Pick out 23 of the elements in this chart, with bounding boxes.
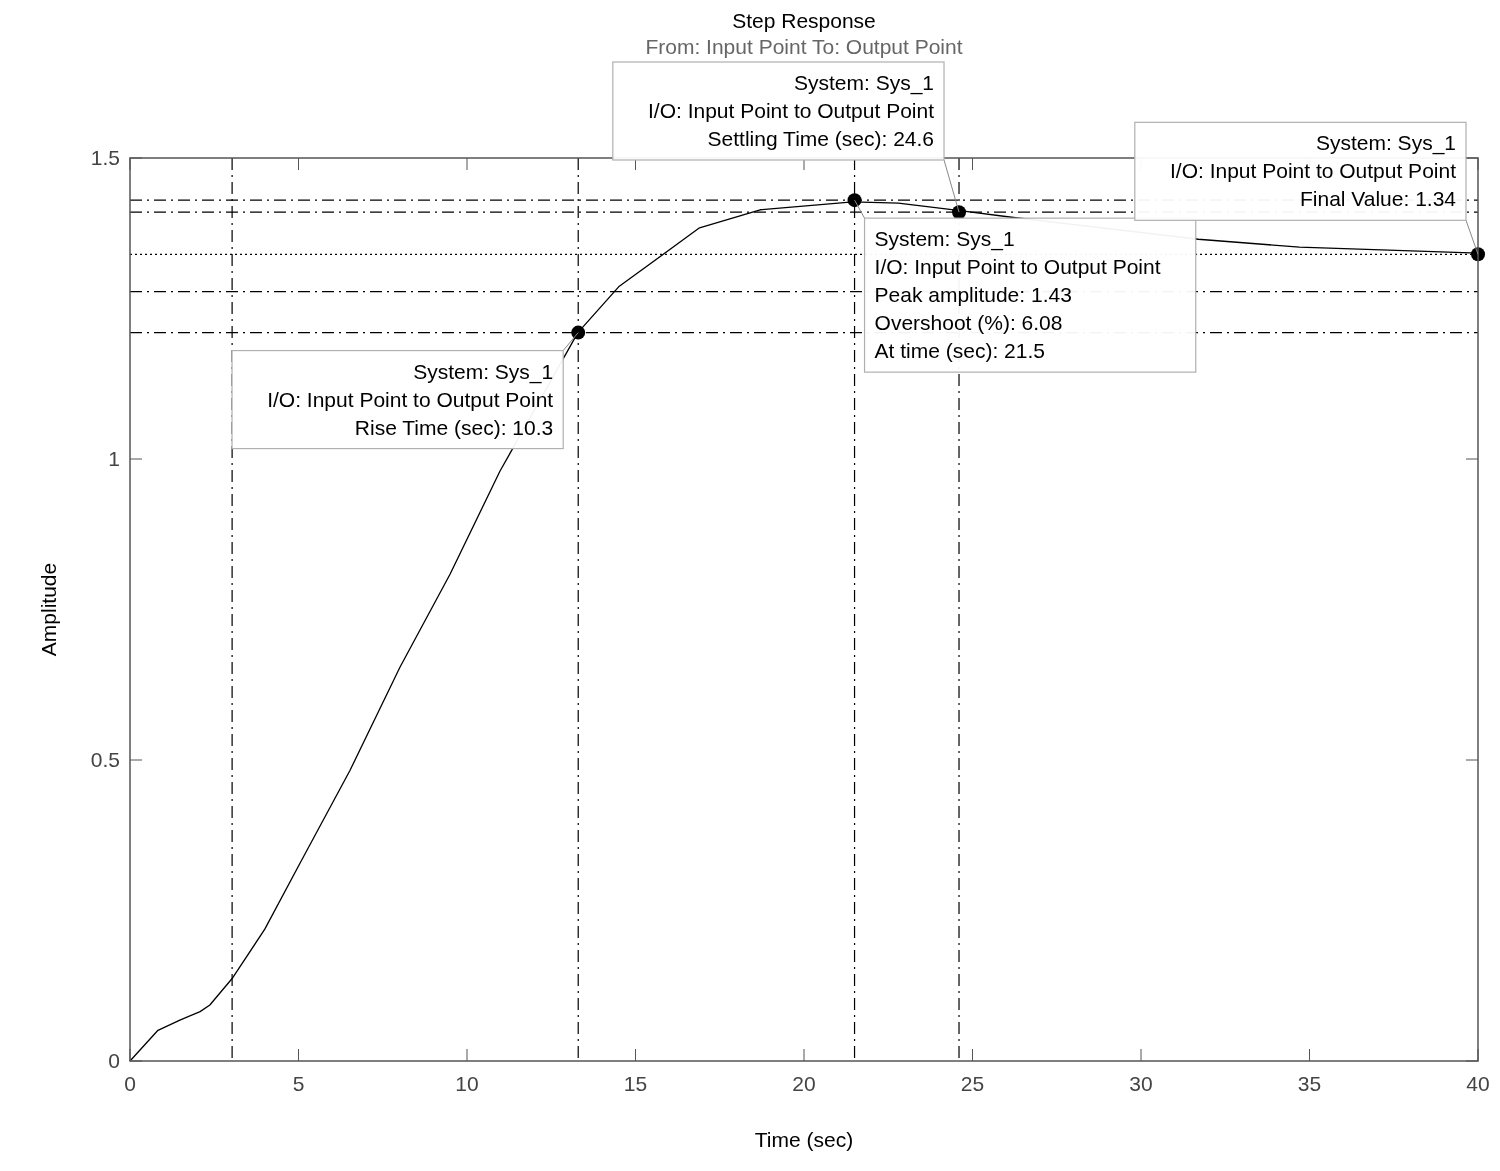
x-tick-label: 20 xyxy=(792,1072,816,1095)
x-tick-label: 10 xyxy=(455,1072,479,1095)
annotation: System: Sys_1 I/O: Input Point to Output Point Rise Time (sec): 10.3 xyxy=(267,359,554,439)
x-tick-label: 35 xyxy=(1297,1072,1322,1095)
point xyxy=(571,325,586,340)
chart-subtitle: From: Input Point To: Output Point xyxy=(645,35,963,58)
y-axis-title: Amplitude xyxy=(37,562,60,657)
x-axis-title: Time (sec) xyxy=(754,1128,854,1151)
x-tick-label: 40 xyxy=(1466,1072,1490,1095)
y-tick-label: 0 xyxy=(108,1049,120,1072)
x-tick-label: 5 xyxy=(292,1072,305,1095)
y-tick-label: 1.5 xyxy=(90,146,120,169)
x-tick-label: 0 xyxy=(124,1072,136,1095)
annotation: System: Sys_1 I/O: Input Point to Output Point Settling Time (sec): 24.6 xyxy=(648,71,935,150)
y-tick-label: 0.5 xyxy=(90,748,120,771)
point xyxy=(847,193,862,208)
annotation: System: Sys_1 I/O: Input Point to Output Point Peak amplitude: 1.43 Overshoot (%): 6.08 At time (sec): 21.5 xyxy=(874,227,1161,363)
chart-title: Step Response xyxy=(732,9,876,32)
x-tick-label: 15 xyxy=(623,1072,648,1095)
x-tick-label: 25 xyxy=(960,1072,985,1095)
annotation: System: Sys_1 I/O: Input Point to Output Point Final Value: 1.34 xyxy=(1169,131,1457,211)
x-tick-label: 30 xyxy=(1129,1072,1153,1095)
y-tick-label: 1 xyxy=(108,447,120,470)
